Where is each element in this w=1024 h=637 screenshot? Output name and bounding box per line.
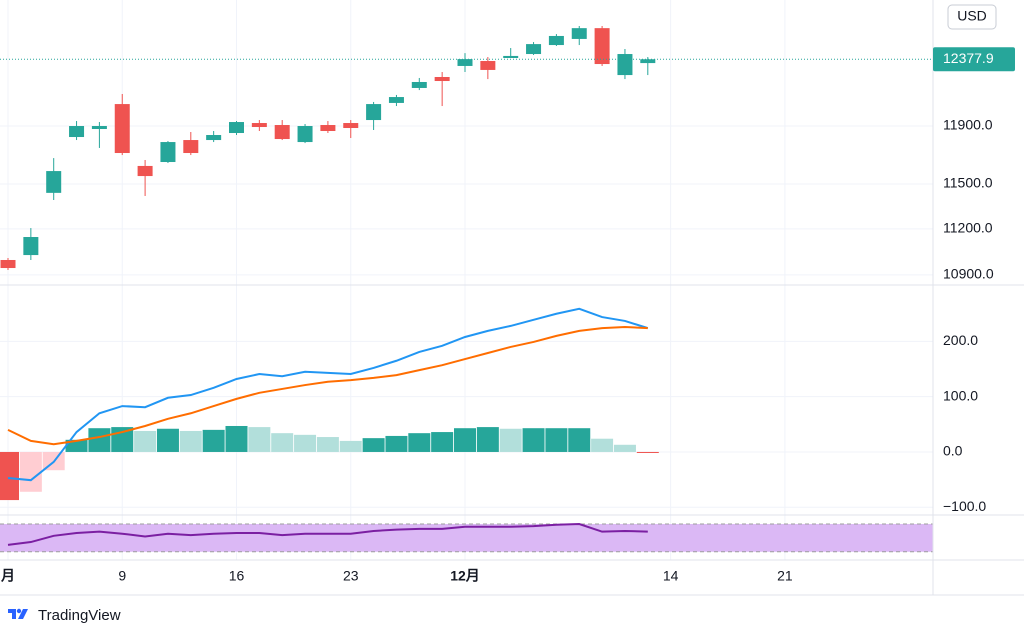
- candle-body: [114, 104, 130, 154]
- candle-body: [91, 126, 107, 130]
- x-tick-label: 9: [118, 568, 126, 584]
- y-tick-label: 11500.0: [943, 175, 993, 191]
- candle-body: [571, 28, 587, 39]
- histogram-bar: [499, 428, 522, 452]
- histogram-bar: [522, 428, 545, 452]
- candle-body: [594, 28, 610, 65]
- x-tick-label: 23: [343, 568, 359, 584]
- brand: TradingView: [38, 607, 121, 624]
- histogram-bar: [385, 435, 408, 452]
- x-tick-label: 月: [0, 568, 15, 584]
- candle-body: [137, 165, 153, 177]
- y-tick-label: 200.0: [943, 332, 978, 348]
- y-tick-label: 100.0: [943, 387, 978, 403]
- histogram-bar: [19, 451, 42, 492]
- candle-body: [297, 126, 313, 143]
- histogram-bar: [568, 428, 591, 452]
- candle-body: [183, 140, 199, 154]
- macd-line: [7, 307, 649, 482]
- candle-body: [434, 76, 450, 82]
- y-tick-label: 10900.0: [943, 266, 994, 282]
- histogram-bar: [225, 425, 248, 452]
- histogram-bar: [156, 428, 179, 452]
- last-price-box: [933, 47, 1015, 72]
- histogram-bar: [134, 430, 157, 452]
- histogram-bar: [545, 428, 568, 452]
- histogram-bar: [362, 438, 385, 452]
- histogram-bar: [248, 427, 271, 452]
- histogram-bar: [316, 437, 339, 452]
- macd-line: [7, 326, 648, 446]
- candle-body: [503, 55, 519, 58]
- candle-body: [366, 104, 382, 121]
- histogram-bar: [591, 438, 614, 452]
- histogram-bar: [88, 428, 111, 452]
- logo-icon: [8, 608, 28, 619]
- candle-body: [23, 237, 39, 256]
- candle-body: [526, 44, 542, 55]
- candle-body: [388, 97, 404, 103]
- candle-body: [480, 61, 496, 70]
- candle-body: [548, 35, 564, 46]
- candle-body: [320, 125, 336, 132]
- histogram-bar: [179, 430, 202, 452]
- candle-body: [0, 259, 16, 269]
- histogram-bar: [454, 428, 476, 452]
- histogram-bar: [65, 439, 88, 452]
- y-tick-label: 11900.0: [943, 117, 993, 133]
- candle-body: [411, 81, 427, 88]
- candle-body: [617, 54, 633, 76]
- candle-body: [46, 171, 62, 193]
- candle-body: [206, 135, 222, 141]
- histogram-bar: [636, 451, 659, 453]
- rsi-band: [0, 524, 933, 552]
- rsi-line: [7, 523, 648, 546]
- y-tick-label: 11200.0: [943, 220, 993, 236]
- histogram-bar: [476, 427, 499, 452]
- histogram-bar: [271, 433, 294, 452]
- histogram-bar: [431, 432, 454, 452]
- candle-body: [274, 125, 290, 140]
- histogram-bar: [613, 444, 636, 452]
- x-tick-label: 12月: [450, 568, 480, 584]
- x-tick-label: 14: [663, 568, 679, 584]
- candle-body: [69, 126, 85, 138]
- candle-body: [457, 59, 473, 66]
- histogram-bar: [294, 434, 317, 452]
- histogram-bar: [0, 451, 19, 501]
- x-tick-label: 21: [777, 568, 793, 584]
- y-tick-label: −100.0: [943, 498, 986, 514]
- candle-body: [229, 122, 244, 134]
- histogram-bar: [339, 440, 362, 452]
- histogram-bar: [408, 433, 431, 452]
- candle-body: [640, 59, 656, 64]
- currency: USD: [957, 8, 987, 24]
- candle-body: [343, 123, 359, 129]
- candle-body: [251, 123, 267, 128]
- x-tick-label: 16: [229, 568, 245, 584]
- y-tick-label: 0.0: [943, 443, 963, 459]
- currency-box[interactable]: [947, 4, 997, 30]
- histogram-bar: [202, 429, 225, 452]
- candle-body: [160, 142, 176, 163]
- last-price-label: 12377.9: [943, 50, 994, 66]
